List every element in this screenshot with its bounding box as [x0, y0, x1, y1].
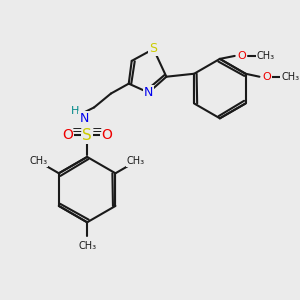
- Text: O: O: [262, 72, 271, 82]
- Text: O: O: [62, 128, 73, 142]
- Text: O: O: [101, 128, 112, 142]
- Text: O: O: [237, 51, 246, 61]
- Text: N: N: [80, 112, 89, 125]
- Text: CH₃: CH₃: [256, 51, 274, 61]
- Text: S: S: [149, 43, 158, 56]
- Text: N: N: [144, 86, 153, 99]
- Text: CH₃: CH₃: [29, 156, 47, 167]
- Text: CH₃: CH₃: [78, 241, 96, 251]
- Text: CH₃: CH₃: [127, 156, 145, 167]
- Text: CH₃: CH₃: [281, 72, 299, 82]
- Text: S: S: [82, 128, 92, 142]
- Text: =: =: [92, 124, 102, 137]
- Text: =: =: [72, 124, 83, 137]
- Text: H: H: [71, 106, 80, 116]
